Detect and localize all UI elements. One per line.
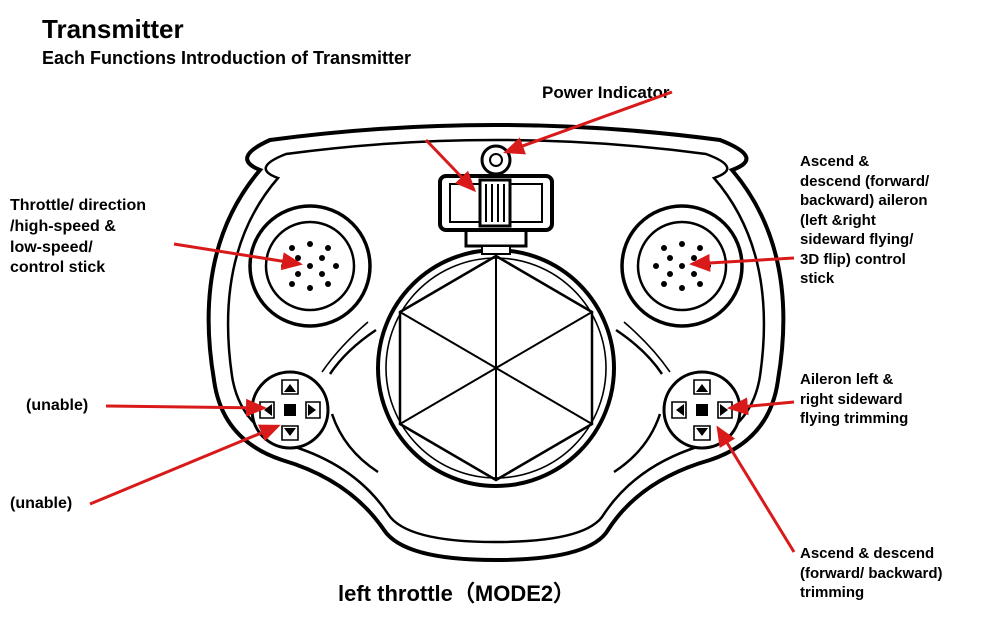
label-unable-2: (unable) [10,494,72,515]
label-right-trim: Aileron left & right sideward flying tri… [800,370,908,429]
callout-arrows [90,92,794,552]
right-stick-icon [622,206,742,326]
hex [400,256,592,480]
transmitter-diagram [0,0,1000,624]
right-dpad-icon [664,372,740,448]
label-right-trim2: Ascend & descend (forward/ backward) tri… [800,544,943,603]
left-dpad-icon [252,372,328,448]
power-led-icon [482,146,510,174]
page-subtitle: Each Functions Introduction of Transmitt… [42,48,411,69]
label-left-stick: Throttle/ direction /high-speed & low-sp… [10,196,146,279]
left-stick-icon [250,206,370,326]
label-right-stick: Ascend & descend (forward/ backward) ail… [800,152,929,289]
body-outer [209,125,784,560]
caption: left throttle（MODE2） [338,576,575,608]
center-circle [378,250,614,486]
body-inner [228,140,764,542]
label-unable-1: (unable) [26,396,88,417]
page-title: Transmitter [42,14,184,45]
label-power: Power Indicator [542,82,670,104]
switch-icon [440,176,552,254]
label-switch: Switch [370,124,425,146]
